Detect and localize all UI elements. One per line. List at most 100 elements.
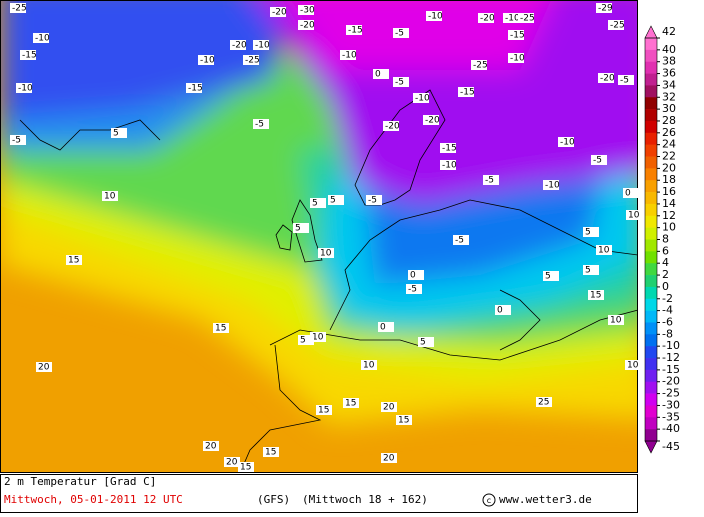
colorbar-band xyxy=(645,381,657,394)
contour-label-bg xyxy=(238,462,254,472)
contour-label-text: -5 xyxy=(368,196,377,206)
contour-label: 20 xyxy=(203,441,219,452)
contour-label-text: -15 xyxy=(460,88,475,98)
contour-label: 0 xyxy=(623,188,639,199)
colorbar-label: 32 xyxy=(662,90,676,103)
contour-label: -20 xyxy=(270,7,287,18)
contour-label: -20 xyxy=(230,40,247,51)
contour-label-text: 20 xyxy=(383,454,395,464)
contour-label-bg xyxy=(102,191,118,201)
contour-label: -20 xyxy=(478,13,495,24)
contour-label-text: -20 xyxy=(300,21,315,31)
contour-label-bg xyxy=(33,33,49,43)
contour-label-text: 15 xyxy=(240,463,251,473)
colorbar-label: 42 xyxy=(662,25,676,38)
colorbar-band xyxy=(645,192,657,205)
colorbar-label: 20 xyxy=(662,161,676,174)
contour-label-text: -15 xyxy=(22,51,37,61)
colorbar-band xyxy=(645,322,657,335)
contour-label-text: -25 xyxy=(610,21,625,31)
contour-label: -15 xyxy=(346,25,363,36)
contour-label-text: -5 xyxy=(12,136,21,146)
colorbar-label: -45 xyxy=(662,440,680,453)
contour-label-text: -30 xyxy=(300,6,315,16)
contour-label: 5 xyxy=(111,128,127,139)
caption-date: Mittwoch, 05-01-2011 12 UTC xyxy=(4,493,183,506)
contour-label: -20 xyxy=(298,20,315,31)
colorbar-band xyxy=(645,109,657,122)
contour-label-bg xyxy=(36,362,52,372)
contour-label-bg xyxy=(230,40,246,50)
contour-label-text: -5 xyxy=(255,120,264,130)
colorbar-band xyxy=(645,156,657,169)
contour-label-text: -5 xyxy=(395,78,404,88)
contour-label-text: 10 xyxy=(320,249,332,259)
contour-label-text: 15 xyxy=(68,256,79,266)
contour-label-bg xyxy=(418,337,434,347)
contour-label-text: -10 xyxy=(255,41,270,51)
contour-label-bg xyxy=(298,335,314,345)
contour-label: 5 xyxy=(293,223,309,234)
contour-label-text: -10 xyxy=(505,14,520,24)
contour-label: 10 xyxy=(310,332,326,343)
contour-label-bg xyxy=(478,13,494,23)
contour-label-bg xyxy=(213,323,229,333)
contour-label-text: 5 xyxy=(113,129,119,139)
contour-label-text: 15 xyxy=(590,291,601,301)
colorbar-label: 0 xyxy=(662,280,669,293)
contour-label: 15 xyxy=(66,255,82,266)
contour-label: 10 xyxy=(361,360,377,371)
colorbar-label: 2 xyxy=(662,268,669,281)
colorbar-band xyxy=(645,49,657,63)
contour-label: 15 xyxy=(316,405,332,416)
contour-label-text: -29 xyxy=(598,4,613,14)
colorbar-band xyxy=(645,73,657,86)
contour-label-bg xyxy=(623,188,639,198)
contour-label-text: 0 xyxy=(375,70,381,80)
contour-label: 10 xyxy=(626,210,642,221)
contour-label-text: -5 xyxy=(455,236,464,246)
contour-label: -25 xyxy=(10,3,27,14)
contour-label: -5 xyxy=(393,28,409,39)
contour-label-text: 10 xyxy=(312,333,324,343)
contour-label: -30 xyxy=(298,5,315,16)
contour-label: 0 xyxy=(408,270,424,281)
colorbar-label: 30 xyxy=(662,102,676,115)
contour-label-bg xyxy=(361,360,377,370)
contour-label-bg xyxy=(10,135,26,145)
colorbar-band xyxy=(645,286,657,300)
contour-label-bg xyxy=(608,20,624,30)
contour-label-bg xyxy=(343,398,359,408)
contour-label: -10 xyxy=(503,13,520,24)
contour-label-bg xyxy=(453,235,469,245)
contour-label: 20 xyxy=(224,457,240,468)
contour-label-bg xyxy=(393,77,409,87)
contour-label: -10 xyxy=(440,160,457,171)
colorbar-label: 12 xyxy=(662,209,676,222)
contour-label: -25 xyxy=(608,20,625,31)
contour-label-text: -10 xyxy=(342,51,357,61)
contour-label-bg xyxy=(186,83,202,93)
colorbar-label: -10 xyxy=(662,339,680,352)
contour-label-text: 5 xyxy=(295,224,301,234)
contour-label-bg xyxy=(253,119,269,129)
colorbar-label: -40 xyxy=(662,422,680,435)
contour-label: 0 xyxy=(495,305,511,316)
contour-label-bg xyxy=(111,128,127,138)
contour-label-bg xyxy=(293,223,309,233)
contour-label-bg xyxy=(440,143,456,153)
contour-label-text: -5 xyxy=(485,176,494,186)
contour-label-bg xyxy=(598,73,614,83)
contour-label: 10 xyxy=(102,191,118,202)
colorbar-label: 14 xyxy=(662,197,676,210)
colorbar-band xyxy=(645,227,657,240)
contour-label-text: 20 xyxy=(38,363,50,373)
colorbar-label: 18 xyxy=(662,173,676,186)
contour-label-bg xyxy=(396,415,412,425)
contour-label: 10 xyxy=(608,315,624,326)
contour-label-text: -10 xyxy=(35,34,50,44)
contour-label: -5 xyxy=(591,155,607,166)
contour-label-text: -20 xyxy=(600,74,615,84)
contour-label: 15 xyxy=(213,323,229,334)
contour-label-bg xyxy=(543,271,559,281)
